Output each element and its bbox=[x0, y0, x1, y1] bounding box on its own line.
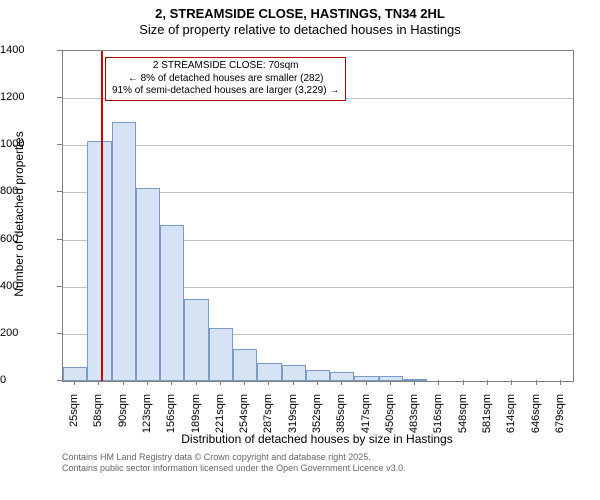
plot-area: 2 STREAMSIDE CLOSE: 70sqm← 8% of detache… bbox=[62, 50, 574, 382]
x-tick-mark bbox=[390, 380, 391, 385]
x-tick-label: 450sqm bbox=[384, 394, 396, 434]
x-tick-mark bbox=[123, 380, 124, 385]
x-tick-mark bbox=[317, 380, 318, 385]
histogram-bar bbox=[379, 376, 403, 381]
reference-line bbox=[101, 51, 103, 381]
x-tick-mark bbox=[147, 380, 148, 385]
x-tick-label: 319sqm bbox=[287, 394, 299, 434]
y-tick-mark bbox=[57, 286, 62, 287]
x-tick-label: 352sqm bbox=[311, 394, 323, 434]
annotation-line: ← 8% of detached houses are smaller (282… bbox=[112, 73, 339, 86]
x-tick-mark bbox=[536, 380, 537, 385]
x-tick-mark bbox=[366, 380, 367, 385]
histogram-bar bbox=[233, 349, 257, 381]
histogram-bar bbox=[282, 365, 306, 382]
title-line-2: Size of property relative to detached ho… bbox=[0, 22, 600, 37]
x-tick-mark bbox=[268, 380, 269, 385]
histogram-bar bbox=[354, 376, 378, 381]
y-tick-label: 1200 bbox=[0, 91, 56, 103]
x-tick-mark bbox=[487, 380, 488, 385]
x-tick-label: 287sqm bbox=[262, 394, 274, 434]
x-tick-label: 156sqm bbox=[165, 394, 177, 434]
histogram-bar bbox=[257, 363, 281, 381]
x-tick-label: 90sqm bbox=[117, 394, 129, 434]
histogram-bar bbox=[87, 141, 111, 381]
x-tick-mark bbox=[414, 380, 415, 385]
x-tick-mark bbox=[293, 380, 294, 385]
x-tick-label: 548sqm bbox=[457, 394, 469, 434]
x-tick-mark bbox=[438, 380, 439, 385]
histogram-bar bbox=[184, 299, 208, 382]
x-tick-label: 189sqm bbox=[190, 394, 202, 434]
y-axis-label: Number of detached properties bbox=[12, 129, 26, 299]
histogram-bar bbox=[160, 225, 184, 381]
y-tick-label: 0 bbox=[0, 374, 56, 386]
x-tick-mark bbox=[74, 380, 75, 385]
x-tick-mark bbox=[244, 380, 245, 385]
histogram-bar bbox=[63, 367, 87, 381]
y-tick-label: 800 bbox=[0, 185, 56, 197]
x-tick-mark bbox=[511, 380, 512, 385]
x-tick-mark bbox=[560, 380, 561, 385]
histogram-bar bbox=[136, 188, 160, 381]
x-tick-label: 581sqm bbox=[481, 394, 493, 434]
chart-title-block: 2, STREAMSIDE CLOSE, HASTINGS, TN34 2HL … bbox=[0, 0, 600, 37]
x-tick-label: 417sqm bbox=[360, 394, 372, 434]
attribution-text: Contains HM Land Registry data © Crown c… bbox=[62, 452, 406, 475]
x-tick-label: 25sqm bbox=[68, 394, 80, 434]
x-tick-mark bbox=[220, 380, 221, 385]
annotation-line: 2 STREAMSIDE CLOSE: 70sqm bbox=[112, 60, 339, 73]
x-tick-label: 483sqm bbox=[408, 394, 420, 434]
histogram-bar bbox=[209, 328, 233, 381]
x-tick-label: 254sqm bbox=[238, 394, 250, 434]
y-tick-mark bbox=[57, 97, 62, 98]
x-tick-mark bbox=[463, 380, 464, 385]
x-tick-label: 646sqm bbox=[530, 394, 542, 434]
gridline bbox=[63, 145, 573, 146]
annotation-line: 91% of semi-detached houses are larger (… bbox=[112, 85, 339, 98]
x-tick-mark bbox=[341, 380, 342, 385]
x-tick-mark bbox=[196, 380, 197, 385]
x-tick-label: 516sqm bbox=[432, 394, 444, 434]
x-tick-label: 385sqm bbox=[335, 394, 347, 434]
x-tick-label: 679sqm bbox=[554, 394, 566, 434]
y-tick-mark bbox=[57, 239, 62, 240]
x-tick-mark bbox=[98, 380, 99, 385]
histogram-bar bbox=[112, 122, 136, 381]
y-tick-mark bbox=[57, 333, 62, 334]
x-tick-mark bbox=[171, 380, 172, 385]
y-tick-label: 1400 bbox=[0, 44, 56, 56]
y-tick-label: 200 bbox=[0, 327, 56, 339]
attribution-line-1: Contains HM Land Registry data © Crown c… bbox=[62, 452, 406, 463]
y-tick-mark bbox=[57, 50, 62, 51]
attribution-line-2: Contains public sector information licen… bbox=[62, 463, 406, 474]
histogram-bar bbox=[330, 372, 354, 381]
x-tick-label: 58sqm bbox=[92, 394, 104, 434]
x-axis-label: Distribution of detached houses by size … bbox=[62, 432, 572, 446]
x-tick-label: 123sqm bbox=[141, 394, 153, 434]
y-tick-mark bbox=[57, 144, 62, 145]
y-tick-label: 400 bbox=[0, 280, 56, 292]
y-tick-label: 600 bbox=[0, 233, 56, 245]
x-tick-label: 614sqm bbox=[505, 394, 517, 434]
histogram-bar bbox=[403, 379, 427, 381]
y-tick-mark bbox=[57, 191, 62, 192]
y-tick-mark bbox=[57, 380, 62, 381]
y-tick-label: 1000 bbox=[0, 138, 56, 150]
annotation-box: 2 STREAMSIDE CLOSE: 70sqm← 8% of detache… bbox=[105, 57, 346, 101]
x-tick-label: 221sqm bbox=[214, 394, 226, 434]
title-line-1: 2, STREAMSIDE CLOSE, HASTINGS, TN34 2HL bbox=[0, 6, 600, 21]
